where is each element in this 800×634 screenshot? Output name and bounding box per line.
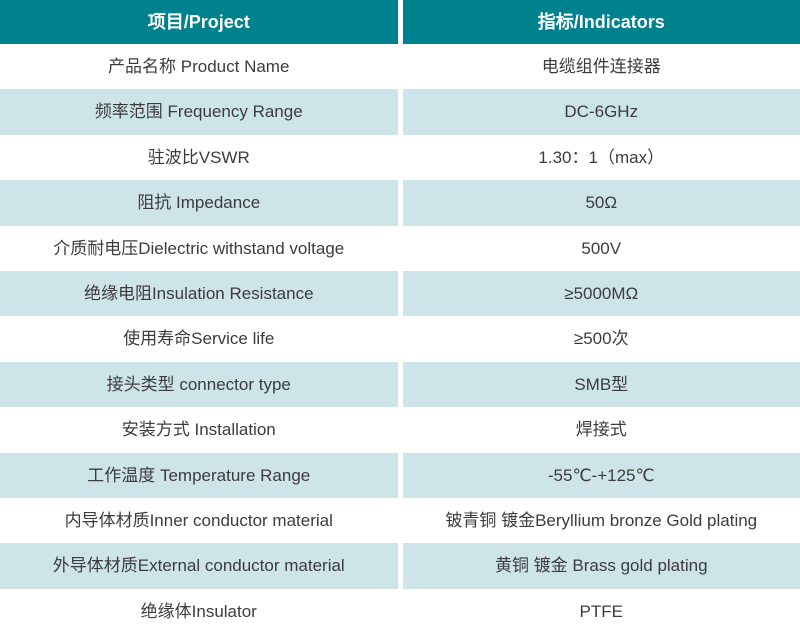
project-cell: 阻抗 Impedance xyxy=(0,180,398,226)
table-row: 阻抗 Impedance 50Ω xyxy=(0,180,800,226)
table-row: 内导体材质Inner conductor material 铍青铜 镀金Bery… xyxy=(0,497,800,544)
project-cell: 安装方式 Installation xyxy=(0,407,398,453)
indicator-cell: SMB型 xyxy=(402,361,800,408)
table-row: 绝缘电阻Insulation Resistance ≥5000MΩ xyxy=(0,270,800,317)
table-row: 产品名称 Product Name 电缆组件连接器 xyxy=(0,44,800,90)
indicator-cell: 焊接式 xyxy=(402,407,800,453)
project-cell: 内导体材质Inner conductor material xyxy=(0,497,398,544)
project-cell: 工作温度 Temperature Range xyxy=(0,452,398,498)
project-cell: 外导体材质External conductor material xyxy=(0,543,398,589)
table-header-row: 项目/Project 指标/Indicators xyxy=(0,0,800,44)
indicator-cell: 黄铜 镀金 Brass gold plating xyxy=(402,543,800,589)
project-cell: 频率范围 Frequency Range xyxy=(0,89,398,135)
indicator-cell: 50Ω xyxy=(402,180,800,226)
table-row: 接头类型 connector type SMB型 xyxy=(0,361,800,408)
indicator-cell: -55℃-+125℃ xyxy=(402,452,800,498)
indicator-cell: DC-6GHz xyxy=(402,89,800,135)
table-row: 使用寿命Service life ≥500次 xyxy=(0,316,800,362)
indicator-cell: 1.30：1（max） xyxy=(402,134,800,181)
table-row: 绝缘体Insulator PTFE xyxy=(0,588,800,634)
table-row: 工作温度 Temperature Range -55℃-+125℃ xyxy=(0,452,800,498)
indicator-cell: 500V xyxy=(402,225,800,271)
project-cell: 驻波比VSWR xyxy=(0,134,398,181)
project-cell: 接头类型 connector type xyxy=(0,361,398,408)
indicator-cell: 电缆组件连接器 xyxy=(402,44,800,90)
indicator-cell: 铍青铜 镀金Beryllium bronze Gold plating xyxy=(402,497,800,544)
header-cell-indicators: 指标/Indicators xyxy=(402,0,800,44)
table-row: 外导体材质External conductor material 黄铜 镀金 B… xyxy=(0,543,800,589)
table-row: 频率范围 Frequency Range DC-6GHz xyxy=(0,89,800,135)
table-row: 驻波比VSWR 1.30：1（max） xyxy=(0,134,800,181)
indicator-cell: ≥500次 xyxy=(402,316,800,362)
header-cell-project: 项目/Project xyxy=(0,0,398,44)
table-row: 安装方式 Installation 焊接式 xyxy=(0,407,800,453)
project-cell: 绝缘体Insulator xyxy=(0,588,398,634)
project-cell: 介质耐电压Dielectric withstand voltage xyxy=(0,225,398,271)
indicator-cell: ≥5000MΩ xyxy=(402,270,800,317)
project-cell: 绝缘电阻Insulation Resistance xyxy=(0,270,398,317)
indicator-cell: PTFE xyxy=(402,588,800,634)
table-row: 介质耐电压Dielectric withstand voltage 500V xyxy=(0,225,800,271)
project-cell: 使用寿命Service life xyxy=(0,316,398,362)
project-cell: 产品名称 Product Name xyxy=(0,44,398,90)
